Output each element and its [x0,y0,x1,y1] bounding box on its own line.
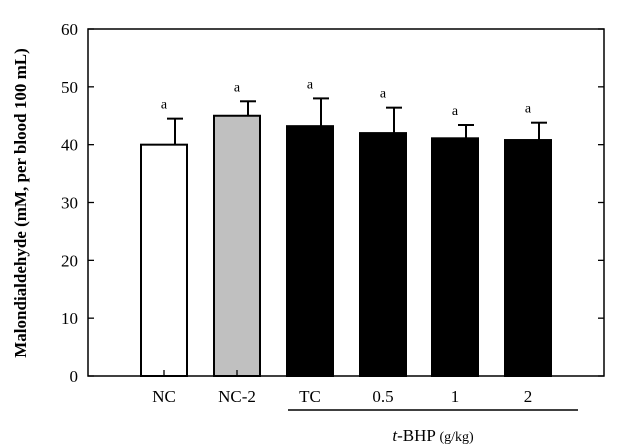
significance-label: a [161,98,168,113]
y-axis-label: Malondialdehyde (mM, per blood 100 mL) [11,48,30,357]
significance-label: a [307,77,314,92]
group-label-unit: (g/kg) [439,430,474,445]
x-tick-label: 1 [451,387,460,406]
bars-layer: a a a a a a [140,77,552,377]
x-tick-label: NC [152,387,176,406]
y-tick-label: 50 [61,78,78,97]
bar [359,132,407,377]
x-tick-label: NC-2 [218,387,256,406]
y-axis-ticks: 0 10 20 30 40 50 60 [61,20,604,386]
y-tick-label: 40 [61,136,78,155]
y-tick-label: 0 [70,367,79,386]
bar [286,125,334,377]
group-label-prefix: t [392,426,398,445]
y-tick-label: 60 [61,20,78,39]
bar [213,114,261,377]
y-tick-label: 20 [61,251,78,270]
group-label: t-BHP (g/kg) [392,426,474,445]
y-tick-label: 30 [61,194,78,213]
x-tick-label: TC [299,387,321,406]
y-tick-label: 10 [61,309,78,328]
bar [431,137,479,377]
significance-label: a [525,102,532,117]
group-label-main: -BHP [397,426,435,445]
significance-label: a [234,80,241,95]
category-labels: NC NC-2 TC 0.5 1 2 [152,387,532,406]
bar [140,143,188,377]
x-tick-label: 0.5 [372,387,393,406]
significance-label: a [452,104,459,119]
significance-label: a [380,87,387,102]
x-tick-label: 2 [524,387,533,406]
bar [504,139,552,377]
